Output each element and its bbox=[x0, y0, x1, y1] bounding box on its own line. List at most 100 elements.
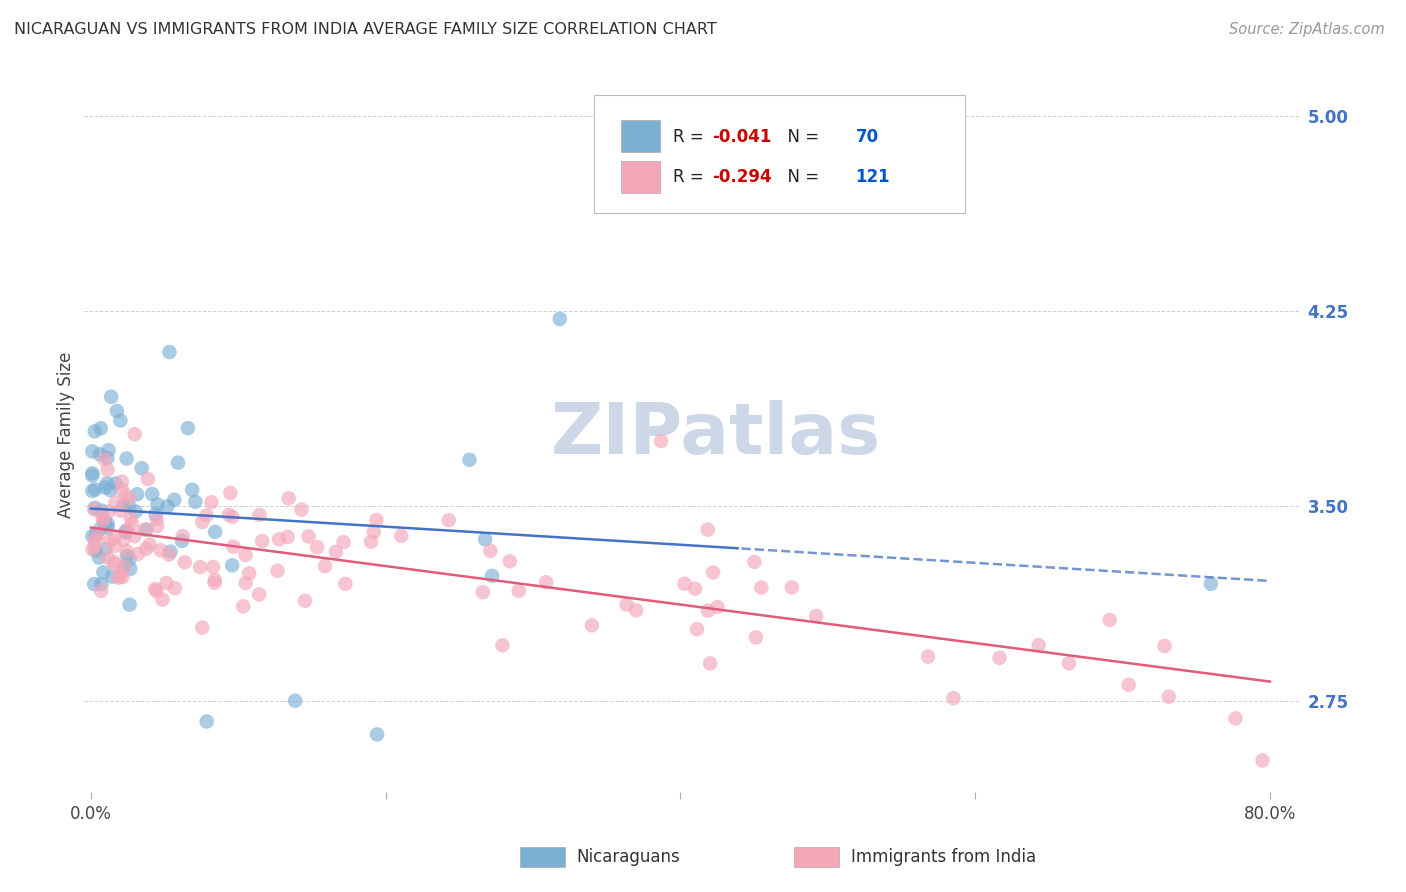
Text: 121: 121 bbox=[856, 169, 890, 186]
FancyBboxPatch shape bbox=[621, 120, 659, 153]
Point bbox=[120, 562, 142, 576]
Point bbox=[141, 487, 163, 501]
Point bbox=[82, 542, 104, 557]
Point bbox=[93, 514, 115, 528]
Point bbox=[221, 558, 243, 573]
Point bbox=[111, 570, 134, 584]
Point bbox=[91, 514, 114, 528]
Text: Nicaraguans: Nicaraguans bbox=[576, 848, 681, 866]
Point bbox=[120, 511, 142, 525]
Point bbox=[91, 566, 114, 580]
Point bbox=[90, 583, 112, 598]
Point bbox=[325, 545, 347, 559]
Point bbox=[235, 576, 257, 591]
Point bbox=[115, 525, 138, 540]
Point bbox=[94, 481, 117, 495]
Point bbox=[124, 427, 146, 442]
Point bbox=[96, 520, 118, 534]
Point bbox=[115, 544, 138, 558]
Point bbox=[702, 566, 724, 580]
Point bbox=[479, 544, 502, 558]
Point bbox=[942, 691, 965, 706]
Point bbox=[118, 552, 141, 566]
Text: N =: N = bbox=[776, 128, 824, 145]
Point bbox=[112, 533, 135, 547]
Point bbox=[107, 571, 129, 585]
Point bbox=[697, 603, 720, 617]
Point bbox=[96, 550, 118, 565]
Point bbox=[145, 583, 167, 598]
Point bbox=[471, 585, 494, 599]
Point bbox=[143, 582, 166, 596]
Point bbox=[104, 476, 127, 491]
Text: R =: R = bbox=[673, 128, 709, 145]
Point bbox=[90, 421, 112, 435]
Point bbox=[118, 491, 141, 506]
Point bbox=[706, 600, 728, 615]
Point bbox=[581, 618, 603, 632]
Point bbox=[172, 529, 194, 543]
Point bbox=[163, 492, 186, 507]
Point bbox=[650, 434, 672, 448]
Point bbox=[155, 575, 177, 590]
Point bbox=[104, 557, 127, 571]
FancyBboxPatch shape bbox=[621, 161, 659, 194]
Point bbox=[1153, 639, 1175, 653]
Point bbox=[1028, 638, 1050, 652]
Point bbox=[1118, 678, 1140, 692]
Point bbox=[127, 487, 149, 501]
Point bbox=[1199, 577, 1222, 591]
Text: ZIPatlas: ZIPatlas bbox=[551, 400, 880, 469]
Point bbox=[181, 483, 204, 497]
Point bbox=[149, 543, 172, 558]
Point bbox=[112, 560, 135, 574]
Point bbox=[534, 575, 557, 590]
Point bbox=[124, 529, 146, 543]
Point bbox=[366, 727, 388, 741]
Point bbox=[222, 540, 245, 554]
Text: Immigrants from India: Immigrants from India bbox=[851, 848, 1036, 866]
Point bbox=[686, 622, 709, 636]
Point bbox=[307, 540, 329, 554]
Point bbox=[696, 523, 718, 537]
Point bbox=[1251, 753, 1274, 767]
Point bbox=[145, 512, 167, 526]
Text: -0.041: -0.041 bbox=[711, 128, 772, 145]
Point bbox=[84, 543, 107, 558]
Point bbox=[159, 544, 181, 558]
Point bbox=[157, 548, 180, 562]
Point bbox=[806, 609, 828, 624]
Text: N =: N = bbox=[776, 169, 824, 186]
Point bbox=[136, 472, 159, 486]
Point bbox=[988, 651, 1011, 665]
Point bbox=[110, 413, 132, 427]
Point bbox=[232, 599, 254, 614]
Point bbox=[177, 421, 200, 435]
Point bbox=[84, 533, 107, 547]
Point bbox=[360, 534, 382, 549]
FancyBboxPatch shape bbox=[595, 95, 965, 213]
Point bbox=[138, 538, 160, 552]
Point bbox=[131, 461, 153, 475]
Point bbox=[135, 541, 157, 556]
Point bbox=[195, 508, 218, 523]
Point bbox=[247, 587, 270, 601]
Point bbox=[188, 560, 211, 574]
Text: NICARAGUAN VS IMMIGRANTS FROM INDIA AVERAGE FAMILY SIZE CORRELATION CHART: NICARAGUAN VS IMMIGRANTS FROM INDIA AVER… bbox=[14, 22, 717, 37]
Point bbox=[115, 549, 138, 563]
Point bbox=[221, 509, 243, 524]
Point bbox=[389, 529, 412, 543]
Point bbox=[103, 530, 125, 544]
Point bbox=[191, 515, 214, 529]
Point bbox=[170, 533, 193, 548]
Point bbox=[93, 516, 115, 531]
Point bbox=[97, 504, 120, 518]
Point bbox=[332, 535, 354, 549]
Point bbox=[363, 524, 385, 539]
Point bbox=[191, 621, 214, 635]
Point bbox=[84, 483, 107, 497]
Point bbox=[277, 491, 299, 506]
Point bbox=[267, 533, 290, 547]
Point bbox=[96, 450, 118, 465]
Point bbox=[163, 581, 186, 595]
